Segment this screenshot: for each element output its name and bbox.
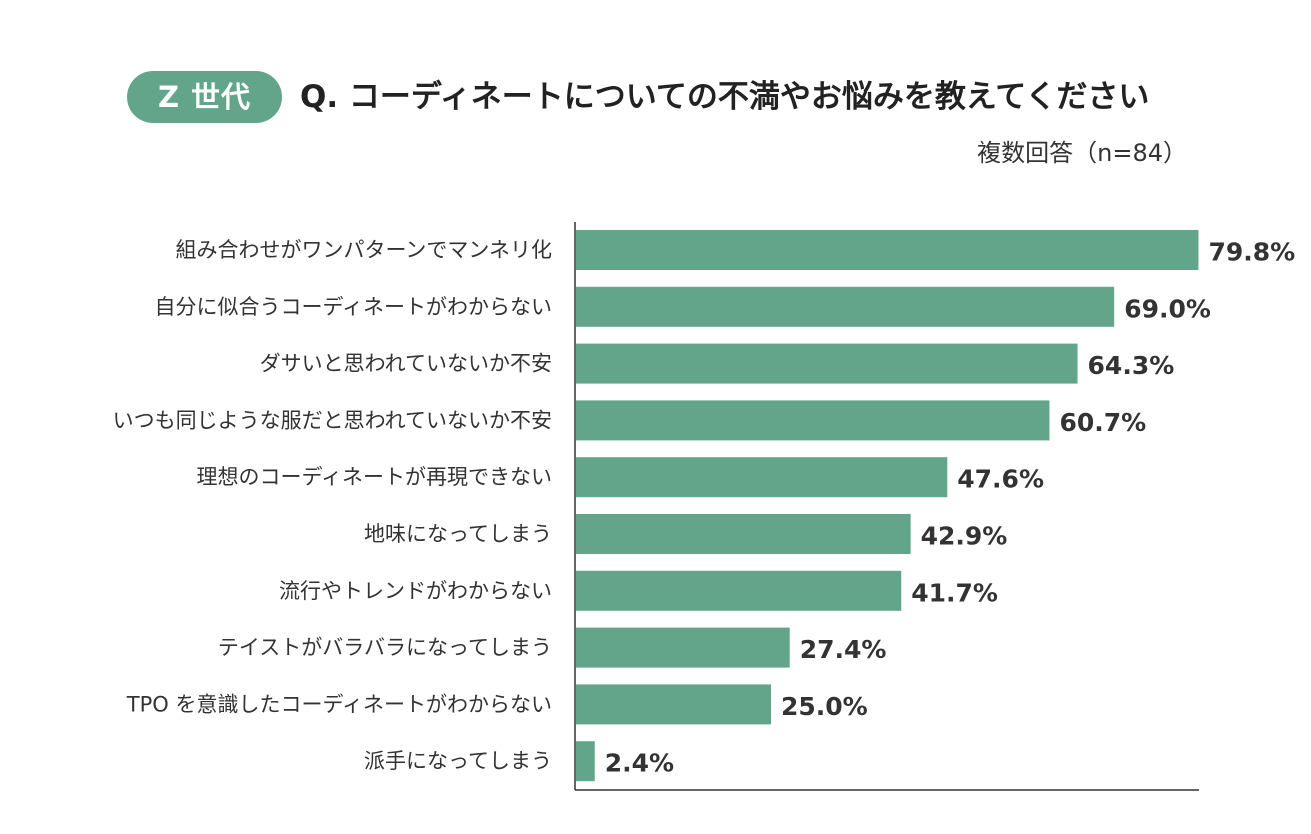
category-label-6: 流行やトレンドがわからない [279,579,552,603]
bar-4 [576,457,948,498]
category-label-7: テイストがバラバラになってしまう [218,636,552,660]
category-label-0: 組み合わせがワンパターンでマンネリ化 [175,238,552,262]
value-label-4: 47.6% [957,465,1044,494]
category-label-5: 地味になってしまう [364,522,552,546]
category-label-3: いつも同じような服だと思われていないか不安 [113,408,552,432]
value-label-6: 41.7% [911,578,998,607]
bar-6 [576,570,902,611]
bar-7 [576,627,790,668]
value-label-7: 27.4% [800,635,887,664]
category-label-4: 理想のコーディネートが再現できない [196,465,552,489]
value-label-5: 42.9% [921,522,1008,551]
category-label-2: ダサいと思われていないか不安 [260,352,552,376]
category-label-9: 派手になってしまう [364,749,552,773]
value-label-1: 69.0% [1124,294,1211,323]
bar-3 [576,400,1050,441]
generation-badge: Z 世代 [127,71,282,123]
category-label-8: TPO を意識したコーディネートがわからない [126,692,552,716]
sample-note: 複数回答（n=84） [977,139,1187,167]
bar-2 [576,343,1078,384]
chart-title: Q. コーディネートについての不満やお悩みを教えてください [300,79,1150,115]
value-label-8: 25.0% [781,692,868,721]
value-label-2: 64.3% [1088,351,1175,380]
bar-5 [576,514,911,554]
bar-8 [576,684,771,725]
bar-9 [576,741,595,782]
value-label-9: 2.4% [605,749,674,778]
bar-0 [576,230,1199,270]
category-label-1: 自分に似合うコーディネートがわからない [154,295,552,319]
value-label-3: 60.7% [1059,408,1146,437]
bar-1 [576,286,1115,327]
value-label-0: 79.8% [1208,238,1295,267]
